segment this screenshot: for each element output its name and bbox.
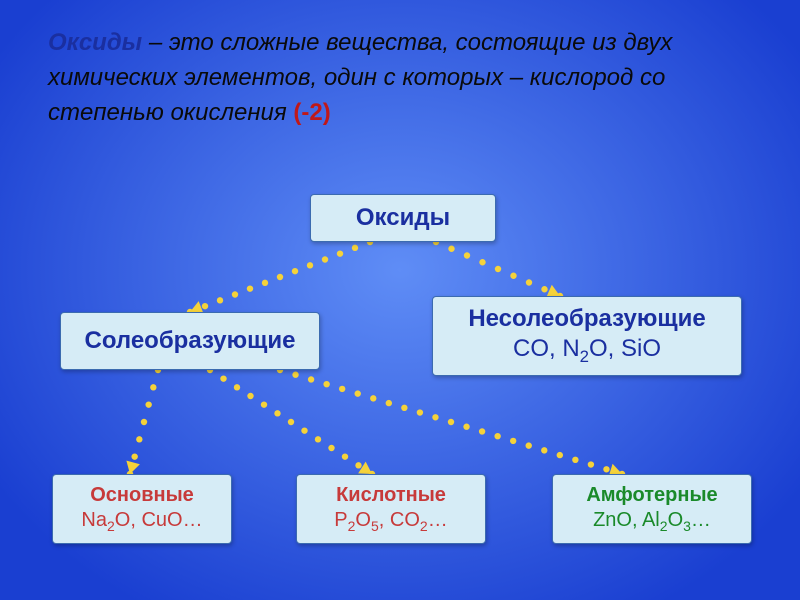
definition-emph: (-2)	[293, 99, 330, 126]
box-acidic-title: Кислотные	[336, 484, 446, 507]
slide-content: Оксиды – это сложные вещества, состоящие…	[0, 0, 800, 600]
box-amphoteric-title: Амфотерные	[586, 484, 717, 507]
box-root: Оксиды	[310, 194, 496, 242]
box-salt-forming: Солеобразующие	[60, 312, 320, 370]
box-basic: Основные Na2O, CuO…	[52, 474, 232, 544]
box-basic-title: Основные	[90, 484, 194, 507]
box-acidic: Кислотные P2O5, CO2…	[296, 474, 486, 544]
box-root-title: Оксиды	[356, 204, 450, 232]
definition-body: – это сложные вещества, состоящие из дву…	[48, 29, 672, 126]
box-non-salt-forming: Несолеобразующие CO, N2O, SiO	[432, 296, 742, 376]
box-non-salt-forming-sub: CO, N2O, SiO	[513, 335, 661, 367]
definition-term: Оксиды	[48, 29, 142, 56]
box-basic-sub: Na2O, CuO…	[81, 509, 202, 534]
box-non-salt-forming-title: Несолеобразующие	[468, 305, 705, 333]
box-acidic-sub: P2O5, CO2…	[334, 509, 447, 534]
box-salt-forming-title: Солеобразующие	[85, 327, 296, 355]
box-amphoteric: Амфотерные ZnO, Al2O3…	[552, 474, 752, 544]
box-amphoteric-sub: ZnO, Al2O3…	[593, 509, 711, 534]
definition-text: Оксиды – это сложные вещества, состоящие…	[48, 26, 752, 130]
